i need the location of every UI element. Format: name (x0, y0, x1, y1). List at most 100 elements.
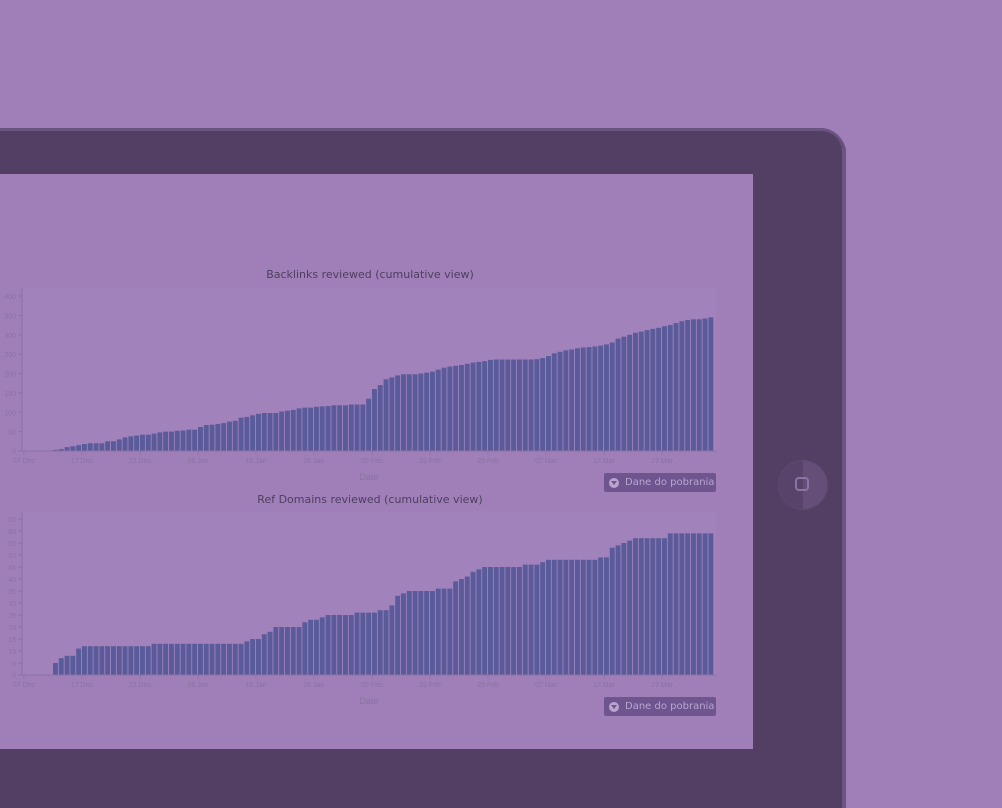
bar (186, 643, 192, 675)
bar (302, 407, 308, 451)
x-tick-label: 07 Mar (535, 682, 557, 689)
bar (615, 338, 621, 451)
bar (604, 557, 609, 675)
bar (296, 408, 302, 451)
bar (464, 363, 470, 451)
y-tick-label: 15 (8, 637, 16, 644)
y-tick-label: 35 (8, 589, 16, 596)
bar (470, 571, 476, 675)
bar (140, 646, 145, 675)
bar (116, 646, 122, 675)
bar (186, 429, 192, 451)
bar (569, 559, 575, 675)
bar (650, 538, 656, 675)
bar (122, 437, 128, 451)
bar (395, 595, 401, 675)
bar (447, 588, 453, 675)
bar (128, 646, 134, 675)
x-tick-label: 15 Feb (419, 458, 441, 465)
bar (232, 643, 238, 675)
bar (482, 361, 488, 451)
bar (198, 643, 203, 675)
bar (609, 342, 615, 451)
bar (459, 579, 464, 675)
x-tick-label: 17 Dec (71, 458, 94, 465)
home-button[interactable] (779, 461, 827, 509)
bar (586, 347, 592, 451)
bar (151, 643, 157, 675)
bar (250, 415, 256, 451)
bar (203, 643, 209, 675)
bar (435, 588, 441, 675)
download-data-button[interactable]: Dane do pobrania (604, 473, 716, 492)
bar (180, 430, 186, 451)
bar (395, 375, 401, 451)
bar (470, 362, 476, 451)
y-tick-label: 10 (8, 649, 16, 656)
bar (343, 405, 348, 451)
y-tick-label: 200 (4, 372, 16, 379)
bar (244, 416, 250, 451)
bar (691, 533, 696, 675)
x-axis-label: Date (359, 472, 378, 482)
tablet-edge (842, 148, 846, 808)
bar (174, 430, 180, 451)
ref-domains-chart: 0 5 10 15 20 25 30 35 40 45 50 55 60 65 07 Dec 17 Dec 27… (0, 485, 753, 725)
x-tick-label: 16 Jan (245, 682, 266, 689)
bar (644, 538, 650, 675)
backlinks-chart: 0 50 100 150 200 250 300 350 400 07 Dec 17 Dec 27 D… (0, 260, 753, 500)
chart-plot: 0 50 100 150 200 250 300 350 400 07 Dec 17 Dec 27 D… (4, 288, 716, 482)
bar (58, 449, 64, 451)
bar (662, 538, 667, 675)
x-tick-label: 27 Dec (129, 458, 152, 465)
bar (256, 413, 261, 451)
bar (546, 356, 551, 451)
bar (482, 567, 488, 675)
bar (389, 605, 395, 675)
x-tick-label: 05 Feb (361, 458, 383, 465)
bar (238, 417, 244, 451)
bar (702, 318, 708, 451)
y-tick-label: 0 (12, 449, 16, 456)
bar (285, 410, 290, 451)
bar (476, 569, 482, 675)
x-tick-label: 07 Mar (535, 458, 557, 465)
bar (662, 326, 667, 451)
download-label: Dane do pobrania (625, 477, 715, 488)
download-data-button[interactable]: Dane do pobrania (604, 697, 716, 716)
bar (76, 445, 82, 451)
bar (209, 424, 215, 452)
bar (105, 441, 111, 451)
bar (499, 359, 505, 451)
bar (627, 540, 633, 675)
y-tick-label: 50 (8, 430, 16, 437)
bar (53, 663, 58, 675)
bar (528, 564, 534, 675)
bar (493, 567, 499, 675)
bar (598, 345, 604, 451)
bar (673, 323, 679, 451)
bar (551, 559, 557, 675)
bar (575, 348, 580, 451)
bar (325, 406, 331, 452)
bar (116, 439, 122, 451)
bar (215, 643, 221, 675)
bar (53, 449, 58, 451)
bar (296, 627, 302, 675)
bar (685, 533, 691, 675)
bar (134, 435, 140, 451)
bar (76, 648, 82, 675)
bar (563, 350, 569, 452)
bar (488, 359, 493, 451)
bar (325, 615, 331, 675)
bar (169, 643, 174, 675)
bar (702, 533, 708, 675)
y-tick-label: 20 (8, 625, 16, 632)
bar (441, 367, 447, 451)
bar (430, 371, 435, 451)
bar (383, 379, 389, 451)
x-tick-label: 27 Mar (651, 682, 673, 689)
bar (372, 612, 377, 675)
bar (157, 643, 163, 675)
bar (354, 404, 360, 451)
